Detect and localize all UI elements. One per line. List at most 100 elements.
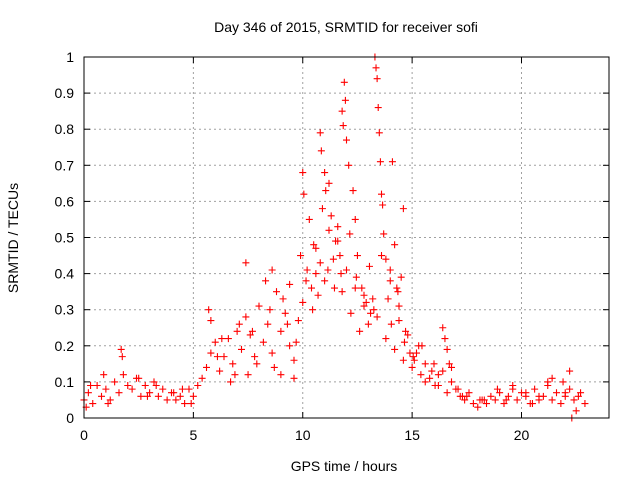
data-point [445, 360, 453, 368]
data-point [431, 382, 439, 390]
data-point [251, 353, 259, 361]
data-point [321, 169, 329, 177]
data-point [413, 349, 420, 357]
data-point [502, 396, 510, 404]
data-point [294, 317, 302, 325]
data-point [242, 259, 250, 267]
data-point [277, 371, 285, 379]
y-axis-label: SRMTID / TECUs [5, 183, 21, 293]
data-point [370, 306, 378, 314]
data-point [324, 266, 332, 274]
data-point [286, 280, 294, 288]
y-tick-label: 0.6 [55, 193, 75, 209]
y-tick-labels: 0 0.1 0.2 0.3 0.4 0.5 0.6 0.7 0.8 0.9 1 [55, 49, 75, 426]
data-point [369, 295, 377, 303]
data-point [242, 313, 250, 321]
data-point [318, 205, 326, 213]
data-point [207, 349, 215, 357]
data-point [292, 338, 300, 346]
data-point [255, 302, 263, 310]
data-point [384, 295, 392, 303]
data-point [227, 378, 235, 386]
y-tick-label: 0 [66, 410, 74, 426]
data-point [253, 360, 261, 368]
data-point [559, 378, 567, 386]
data-point [159, 385, 167, 393]
data-point [102, 385, 110, 393]
data-point [205, 306, 213, 314]
data-point [303, 266, 311, 274]
data-point [213, 353, 221, 361]
data-point [172, 396, 180, 404]
data-point [332, 237, 340, 245]
data-point [362, 298, 370, 306]
data-point [312, 244, 320, 252]
data-point [528, 400, 536, 408]
y-tick-label: 0.8 [55, 121, 75, 137]
data-point [544, 378, 552, 386]
data-point [548, 396, 556, 404]
data-point [84, 389, 92, 397]
data-point [322, 187, 330, 195]
data-point [535, 392, 543, 400]
data-point [314, 291, 322, 299]
data-point [406, 349, 414, 357]
data-point [338, 107, 346, 115]
data-point [373, 313, 381, 321]
data-point [246, 331, 254, 339]
data-point [277, 327, 285, 335]
data-point [496, 389, 504, 397]
data-point [408, 363, 416, 371]
data-point [273, 288, 280, 296]
data-point [531, 385, 539, 393]
data-point [380, 230, 388, 238]
data-point [374, 104, 382, 112]
data-point [360, 291, 368, 299]
data-point [397, 273, 405, 281]
data-point [553, 389, 560, 397]
data-point [89, 400, 97, 408]
data-point [493, 385, 501, 393]
data-point [373, 75, 381, 83]
data-point [259, 338, 267, 346]
data-point [458, 392, 466, 400]
data-point [231, 371, 239, 379]
data-point [428, 367, 436, 375]
data-point [137, 392, 145, 400]
data-point [336, 252, 344, 260]
data-point [410, 356, 418, 364]
data-point [104, 400, 112, 408]
data-point [382, 335, 390, 343]
data-point [143, 392, 151, 400]
data-point [262, 277, 270, 285]
chart-title: Day 346 of 2015, SRMTID for receiver sof… [214, 19, 478, 35]
data-point [418, 342, 426, 350]
y-tick-label: 0.1 [55, 374, 75, 390]
data-point [233, 327, 241, 335]
data-point [339, 122, 347, 130]
data-point [264, 320, 272, 328]
data-point [343, 136, 350, 144]
data-point [426, 374, 434, 382]
data-point [300, 190, 308, 198]
data-point [386, 266, 394, 274]
data-point [216, 367, 224, 375]
data-point [270, 363, 278, 371]
data-point [443, 389, 451, 397]
data-point [364, 320, 372, 328]
data-point [487, 392, 495, 400]
y-tick-label: 0.2 [55, 338, 75, 354]
x-tick-label: 20 [514, 427, 530, 443]
data-point [302, 277, 310, 285]
data-point [286, 342, 294, 350]
data-point [375, 129, 383, 137]
data-point [312, 270, 320, 278]
data-point [409, 353, 417, 361]
data-point [443, 345, 451, 353]
y-tick-label: 0.4 [55, 266, 75, 282]
data-point [290, 356, 298, 364]
data-point [235, 320, 243, 328]
axis-ticks [83, 56, 609, 419]
data-point [349, 187, 357, 195]
